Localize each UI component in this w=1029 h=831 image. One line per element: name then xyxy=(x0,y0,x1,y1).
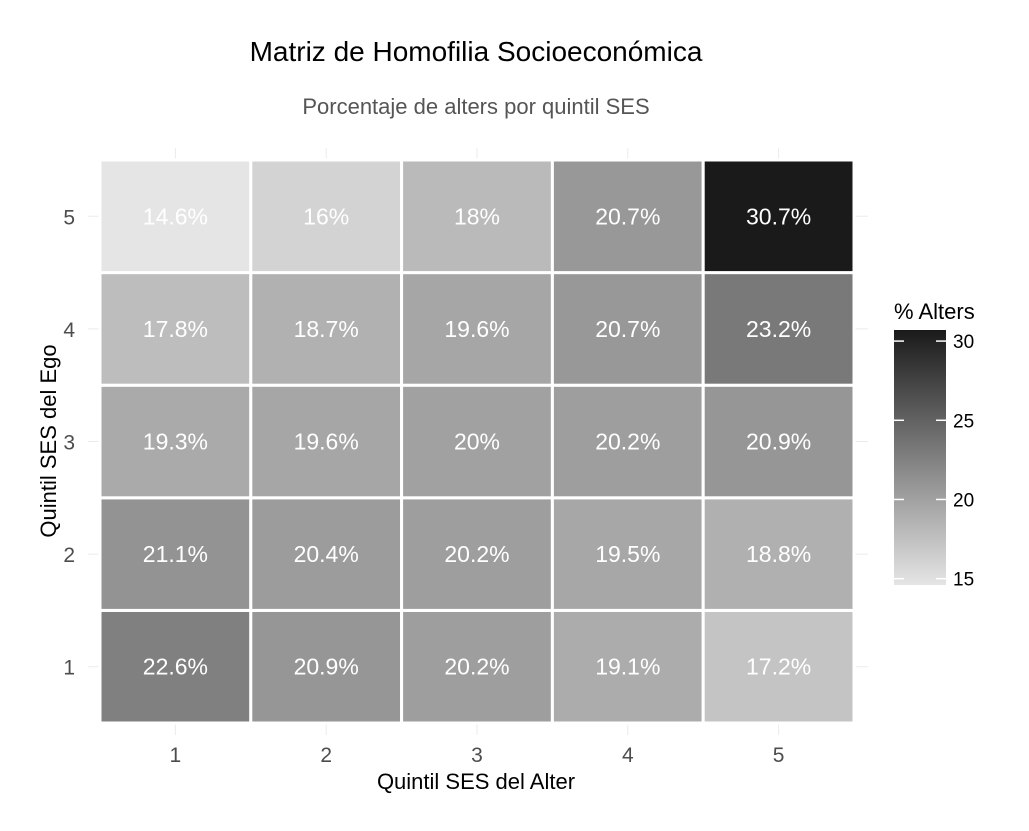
cell-value-label: 20.2% xyxy=(444,541,509,567)
x-tick-label: 5 xyxy=(773,744,785,767)
heatmap-cell xyxy=(701,271,856,387)
cell-value-label: 20.9% xyxy=(294,654,359,680)
y-tick-label: 1 xyxy=(63,657,75,680)
legend-colorbar xyxy=(894,330,946,585)
legend-tick-label: 20 xyxy=(953,490,974,511)
cell-value-label: 20.7% xyxy=(595,316,660,342)
cell-value-label: 16% xyxy=(303,203,349,229)
x-tick-label: 3 xyxy=(471,744,483,767)
y-tick-label: 3 xyxy=(63,432,75,455)
cell-value-label: 19.1% xyxy=(595,654,660,680)
cell-value-label: 17.2% xyxy=(746,654,811,680)
heatmap-cell xyxy=(550,496,705,612)
cell-value-label: 14.6% xyxy=(143,203,208,229)
y-tick-label: 5 xyxy=(63,206,75,229)
cell-value-label: 20.2% xyxy=(595,429,660,455)
y-axis-ticks: 1 2 3 4 5 xyxy=(63,206,75,679)
cell-value-label: 20.9% xyxy=(746,429,811,455)
heatmap-cell xyxy=(98,383,253,500)
heatmap-cell xyxy=(249,271,404,387)
x-tick-label: 4 xyxy=(622,744,634,767)
cell-value-label: 19.6% xyxy=(294,429,359,455)
cell-value-label: 17.8% xyxy=(143,316,208,342)
heatmap-cell xyxy=(98,496,253,612)
heatmap-cell xyxy=(400,496,554,612)
x-axis-title: Quintil SES del Alter xyxy=(377,769,575,794)
heatmap-cell xyxy=(400,383,554,500)
chart-subtitle: Porcentaje de alters por quintil SES xyxy=(302,94,649,119)
cell-value-label: 19.6% xyxy=(444,316,509,342)
heatmap-cell xyxy=(249,496,404,612)
chart-title: Matriz de Homofilia Socioeconómica xyxy=(250,36,703,67)
cell-value-label: 18.8% xyxy=(746,541,811,567)
heatmap-cell xyxy=(400,608,554,725)
cell-value-label: 20% xyxy=(454,429,500,455)
legend-title: % Alters xyxy=(894,299,975,324)
cell-value-label: 20.4% xyxy=(294,541,359,567)
heatmap-cell xyxy=(98,271,253,387)
cell-value-label: 19.5% xyxy=(595,541,660,567)
heatmap-cell xyxy=(550,158,705,275)
legend-tick-label: 30 xyxy=(953,332,974,353)
x-tick-label: 1 xyxy=(170,744,182,767)
y-tick-label: 4 xyxy=(63,319,75,342)
heatmap-cell xyxy=(701,608,856,725)
heatmap-cell xyxy=(98,158,253,275)
cell-value-label: 18% xyxy=(454,203,500,229)
color-legend: % Alters 15 20 25 30 xyxy=(894,299,975,591)
heatmap-cell xyxy=(701,158,856,275)
cell-value-label: 20.7% xyxy=(595,203,660,229)
heatmap-cells: 22.6% 20.9% 20.2% 19.1% 17.2% 21.1% 20.4% 20.2%… xyxy=(98,158,856,725)
cell-value-label: 22.6% xyxy=(143,654,208,680)
y-axis-title: Quintil SES del Ego xyxy=(36,344,61,537)
legend-ticks: 15 20 25 30 xyxy=(894,332,974,591)
cell-value-label: 30.7% xyxy=(746,203,811,229)
cell-value-label: 20.2% xyxy=(444,654,509,680)
x-tick-label: 2 xyxy=(320,744,332,767)
heatmap-cell xyxy=(550,608,705,725)
cell-value-label: 21.1% xyxy=(143,541,208,567)
heatmap-cell xyxy=(701,496,856,612)
cell-value-label: 19.3% xyxy=(143,429,208,455)
legend-tick-label: 25 xyxy=(953,411,974,432)
x-axis-ticks: 1 2 3 4 5 xyxy=(170,744,785,767)
y-tick-label: 2 xyxy=(63,544,75,567)
legend-tick-label: 15 xyxy=(953,570,974,591)
cell-value-label: 23.2% xyxy=(746,316,811,342)
cell-value-label: 18.7% xyxy=(294,316,359,342)
heatmap-cell xyxy=(249,383,404,500)
